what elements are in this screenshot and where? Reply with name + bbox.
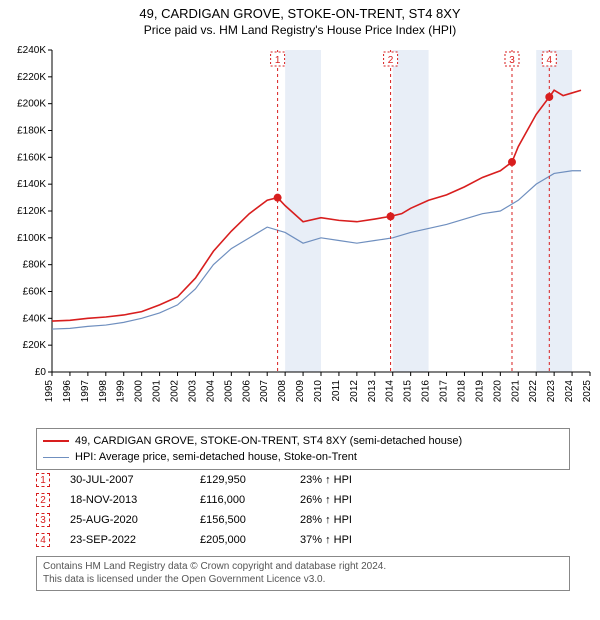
- svg-text:2006: 2006: [241, 380, 252, 403]
- svg-text:2021: 2021: [510, 380, 521, 403]
- svg-text:2018: 2018: [456, 380, 467, 403]
- legend-label: HPI: Average price, semi-detached house,…: [75, 451, 357, 463]
- transaction-delta: 37% ↑ HPI: [300, 534, 420, 546]
- svg-text:2013: 2013: [367, 380, 378, 403]
- svg-text:£0: £0: [35, 367, 47, 378]
- transaction-delta: 28% ↑ HPI: [300, 514, 420, 526]
- transaction-date: 18-NOV-2013: [70, 494, 200, 506]
- svg-text:2002: 2002: [170, 380, 181, 403]
- transaction-price: £205,000: [200, 534, 300, 546]
- transaction-date: 23-SEP-2022: [70, 534, 200, 546]
- legend-label: 49, CARDIGAN GROVE, STOKE-ON-TRENT, ST4 …: [75, 435, 462, 447]
- svg-text:1: 1: [275, 55, 281, 66]
- svg-text:£220K: £220K: [17, 72, 46, 83]
- footer-box: Contains HM Land Registry data © Crown c…: [36, 556, 570, 591]
- svg-text:£80K: £80K: [23, 260, 47, 271]
- svg-text:£40K: £40K: [23, 313, 47, 324]
- legend-swatch: [43, 440, 69, 442]
- transaction-marker: 2: [36, 493, 50, 507]
- footer-line-1: Contains HM Land Registry data © Crown c…: [43, 561, 563, 574]
- svg-text:1997: 1997: [80, 380, 91, 403]
- legend-row: 49, CARDIGAN GROVE, STOKE-ON-TRENT, ST4 …: [43, 433, 563, 449]
- transaction-delta: 26% ↑ HPI: [300, 494, 420, 506]
- transactions-table: 1 30-JUL-2007£129,95023% ↑ HPI 2 18-NOV-201…: [36, 470, 420, 550]
- transaction-marker: 4: [36, 533, 50, 547]
- title-line-2: Price paid vs. HM Land Registry's House …: [0, 23, 600, 37]
- price-chart: £0 £20K £40K £60K £80K £100K £120K £140K £160K £1…: [0, 42, 600, 422]
- transaction-marker: 3: [36, 513, 50, 527]
- svg-text:2014: 2014: [385, 380, 396, 403]
- svg-text:2023: 2023: [546, 380, 557, 403]
- svg-text:£100K: £100K: [17, 233, 46, 244]
- svg-text:1996: 1996: [62, 380, 73, 403]
- svg-text:2022: 2022: [528, 380, 539, 403]
- svg-text:£60K: £60K: [23, 287, 47, 298]
- svg-text:£20K: £20K: [23, 340, 47, 351]
- svg-text:3: 3: [509, 55, 515, 66]
- transaction-row: 2 18-NOV-2013£116,00026% ↑ HPI: [36, 490, 420, 510]
- svg-text:2016: 2016: [421, 380, 432, 403]
- footer-line-2: This data is licensed under the Open Gov…: [43, 574, 563, 587]
- svg-text:2019: 2019: [474, 380, 485, 403]
- svg-text:£240K: £240K: [17, 45, 46, 56]
- transaction-date: 30-JUL-2007: [70, 474, 200, 486]
- svg-text:2000: 2000: [134, 380, 145, 403]
- svg-text:£200K: £200K: [17, 99, 46, 110]
- svg-text:1998: 1998: [98, 380, 109, 403]
- svg-text:£160K: £160K: [17, 152, 46, 163]
- svg-text:2025: 2025: [582, 380, 593, 403]
- legend-box: 49, CARDIGAN GROVE, STOKE-ON-TRENT, ST4 …: [36, 428, 570, 470]
- svg-text:1999: 1999: [116, 380, 127, 403]
- svg-text:2011: 2011: [331, 380, 342, 402]
- svg-text:2017: 2017: [439, 380, 450, 403]
- transaction-price: £156,500: [200, 514, 300, 526]
- transaction-price: £116,000: [200, 494, 300, 506]
- svg-text:1995: 1995: [44, 380, 55, 403]
- svg-text:2: 2: [388, 55, 394, 66]
- svg-text:£180K: £180K: [17, 126, 46, 137]
- svg-text:2024: 2024: [564, 380, 575, 403]
- svg-text:2003: 2003: [187, 380, 198, 403]
- svg-text:2009: 2009: [295, 380, 306, 403]
- chart-svg: £0 £20K £40K £60K £80K £100K £120K £140K £160K £1…: [0, 42, 600, 422]
- svg-text:2012: 2012: [349, 380, 360, 403]
- svg-text:4: 4: [547, 55, 553, 66]
- transaction-delta: 23% ↑ HPI: [300, 474, 420, 486]
- transaction-date: 25-AUG-2020: [70, 514, 200, 526]
- svg-text:2010: 2010: [313, 380, 324, 403]
- legend-swatch: [43, 457, 69, 458]
- svg-text:2008: 2008: [277, 380, 288, 403]
- svg-text:£140K: £140K: [17, 179, 46, 190]
- title-line-1: 49, CARDIGAN GROVE, STOKE-ON-TRENT, ST4 …: [0, 6, 600, 21]
- transaction-row: 3 25-AUG-2020£156,50028% ↑ HPI: [36, 510, 420, 530]
- svg-text:2015: 2015: [403, 380, 414, 403]
- svg-text:2005: 2005: [223, 380, 234, 403]
- transaction-price: £129,950: [200, 474, 300, 486]
- svg-text:2004: 2004: [205, 380, 216, 403]
- svg-text:2020: 2020: [492, 380, 503, 403]
- transaction-row: 4 23-SEP-2022£205,00037% ↑ HPI: [36, 530, 420, 550]
- transaction-marker: 1: [36, 473, 50, 487]
- svg-text:2007: 2007: [259, 380, 270, 403]
- svg-text:£120K: £120K: [17, 206, 46, 217]
- transaction-row: 1 30-JUL-2007£129,95023% ↑ HPI: [36, 470, 420, 490]
- svg-text:2001: 2001: [152, 380, 163, 403]
- legend-row: HPI: Average price, semi-detached house,…: [43, 449, 563, 465]
